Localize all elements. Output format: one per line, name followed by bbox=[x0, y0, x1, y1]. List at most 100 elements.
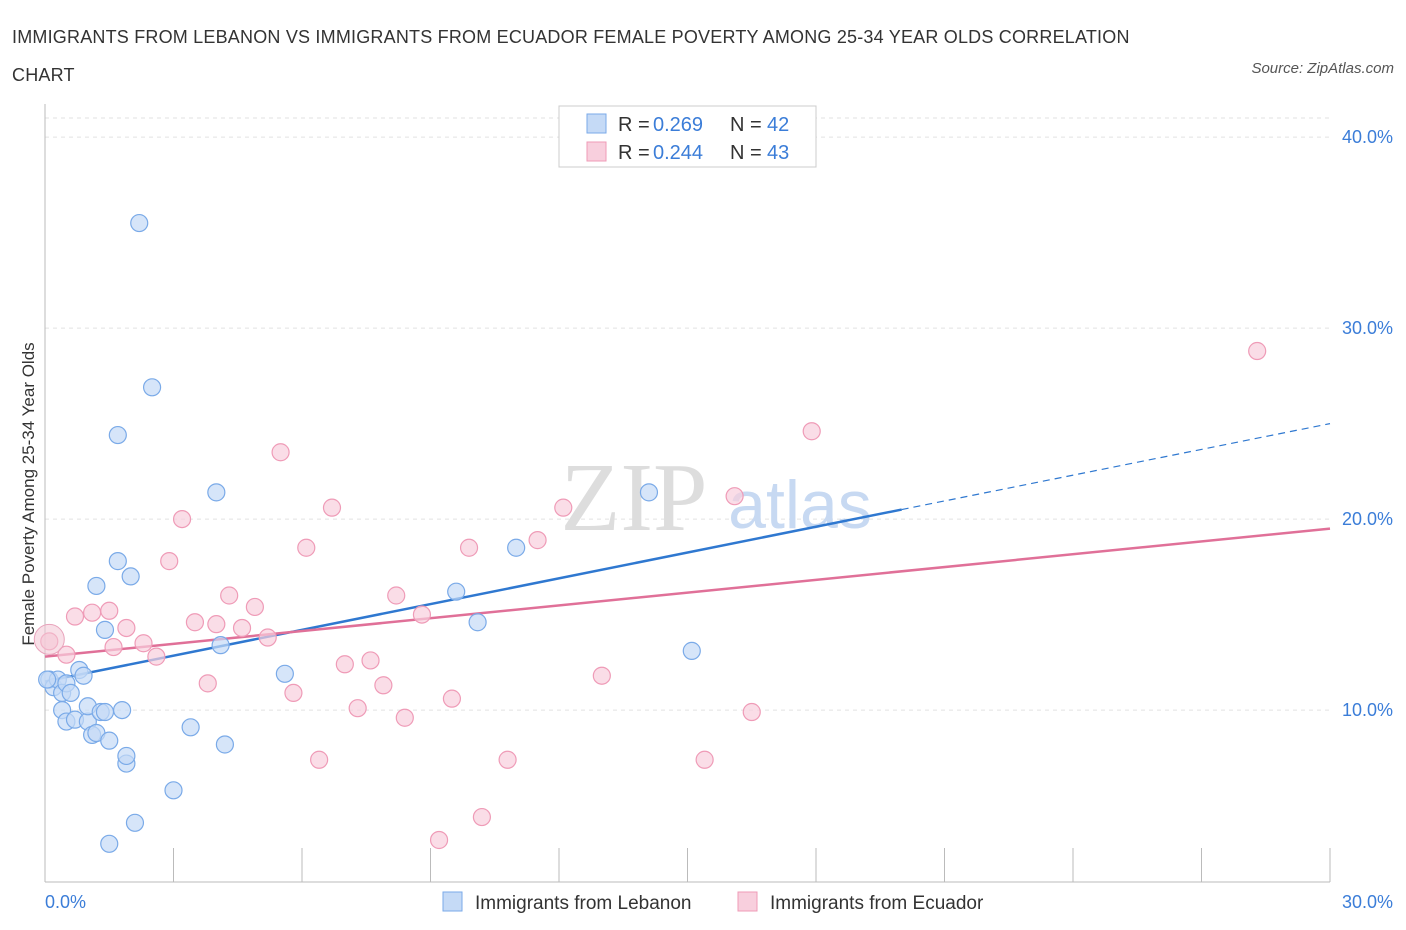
point-ecuador-30 bbox=[429, 830, 449, 850]
point-ecuador-6 bbox=[117, 618, 136, 638]
legend-swatch-ecuador bbox=[586, 141, 607, 162]
x-tick-label-0: 0.0% bbox=[45, 892, 86, 912]
series-legend-swatch-lebanon bbox=[442, 891, 463, 912]
point-ecuador-13 bbox=[207, 615, 226, 634]
point-ecuador-24 bbox=[348, 699, 367, 718]
point-ecuador-7 bbox=[134, 634, 153, 653]
point-ecuador-32 bbox=[459, 538, 479, 557]
legend-swatch-lebanon bbox=[586, 113, 607, 134]
point-ecuador-27 bbox=[387, 586, 406, 605]
point-ecuador-11 bbox=[185, 613, 205, 632]
point-lebanon-21 bbox=[108, 425, 127, 445]
y-tick-label-2: 30.0% bbox=[1342, 318, 1393, 338]
point-lebanon-30 bbox=[164, 781, 183, 800]
y-tick-label-1: 20.0% bbox=[1342, 509, 1393, 529]
point-lebanon-15 bbox=[87, 576, 106, 596]
point-lebanon-31 bbox=[181, 718, 200, 737]
point-lebanon-41 bbox=[38, 670, 57, 689]
point-ecuador-41 bbox=[802, 422, 821, 441]
point-ecuador-4 bbox=[100, 601, 119, 620]
legend-r-label-2: R = bbox=[618, 142, 650, 164]
series-legend: Immigrants from Lebanon Immigrants from … bbox=[442, 891, 984, 914]
point-ecuador-18 bbox=[271, 443, 290, 462]
point-ecuador-10 bbox=[172, 509, 192, 529]
point-ecuador-39 bbox=[725, 487, 744, 506]
point-lebanon-23 bbox=[112, 700, 132, 720]
watermark: ZIP atlas bbox=[561, 444, 872, 552]
trend-line-lebanon bbox=[44, 508, 902, 683]
point-ecuador-37 bbox=[592, 666, 611, 685]
watermark-zip: ZIP bbox=[561, 444, 708, 552]
point-lebanon-37 bbox=[468, 613, 487, 632]
point-ecuador-15 bbox=[232, 618, 252, 638]
point-ecuador-25 bbox=[361, 651, 380, 670]
legend-n-value-2: 43 bbox=[767, 142, 789, 164]
point-lebanon-17 bbox=[95, 702, 115, 722]
y-axis-label: Female Poverty Among 25-34 Year Olds bbox=[19, 342, 38, 645]
point-lebanon-38 bbox=[507, 538, 526, 557]
point-lebanon-20 bbox=[100, 834, 119, 853]
point-ecuador-23 bbox=[335, 655, 354, 674]
y-tick-label-3: 40.0% bbox=[1342, 127, 1393, 147]
point-ecuador-42 bbox=[1248, 341, 1267, 361]
point-lebanon-34 bbox=[215, 735, 234, 754]
point-lebanon-29 bbox=[142, 378, 162, 397]
legend-r-label-1: R = bbox=[618, 114, 650, 136]
point-ecuador-29 bbox=[412, 605, 432, 624]
chart-title: IMMIGRANTS FROM LEBANON VS IMMIGRANTS FR… bbox=[12, 27, 1130, 85]
point-lebanon-22 bbox=[108, 552, 127, 571]
point-lebanon-26 bbox=[121, 567, 140, 586]
point-ecuador-22 bbox=[322, 498, 342, 517]
legend-r-value-1: 0.269 bbox=[653, 114, 703, 136]
data-points bbox=[33, 213, 1267, 853]
point-ecuador-31 bbox=[442, 689, 462, 708]
axes bbox=[44, 104, 1331, 883]
x-tick-label-1: 30.0% bbox=[1342, 892, 1393, 912]
series-legend-swatch-ecuador bbox=[737, 891, 758, 912]
point-lebanon-28 bbox=[130, 213, 149, 233]
point-ecuador-35 bbox=[528, 531, 547, 550]
watermark-atlas: atlas bbox=[728, 467, 872, 543]
legend-n-value-1: 42 bbox=[767, 114, 789, 136]
point-ecuador-40 bbox=[742, 702, 761, 722]
series-legend-label-ecuador: Immigrants from Ecuador bbox=[770, 893, 984, 914]
point-ecuador-12 bbox=[198, 674, 217, 693]
point-ecuador-20 bbox=[297, 538, 316, 557]
point-lebanon-35 bbox=[275, 664, 294, 683]
point-lebanon-33 bbox=[211, 636, 230, 655]
point-ecuador-21 bbox=[310, 750, 329, 769]
source-credit: Source: ZipAtlas.com bbox=[1251, 60, 1394, 77]
point-lebanon-27 bbox=[125, 813, 145, 832]
point-lebanon-10 bbox=[74, 666, 93, 685]
point-lebanon-7 bbox=[61, 683, 80, 703]
point-ecuador-5 bbox=[104, 637, 123, 657]
stats-legend: R = 0.269 N = 42 R = 0.244 N = 43 bbox=[558, 105, 817, 168]
point-ecuador-36 bbox=[554, 498, 573, 517]
point-ecuador-9 bbox=[160, 552, 179, 571]
point-lebanon-19 bbox=[100, 731, 119, 750]
trend-line-lebanon-extension bbox=[901, 423, 1331, 511]
point-ecuador-19 bbox=[284, 683, 303, 703]
tick-labels: 10.0% 20.0% 30.0% 40.0% 0.0% 30.0% bbox=[45, 127, 1393, 912]
point-lebanon-36 bbox=[447, 582, 466, 601]
point-lebanon-39 bbox=[639, 483, 659, 502]
point-ecuador-28 bbox=[395, 708, 414, 727]
legend-r-value-2: 0.244 bbox=[653, 142, 703, 164]
point-lebanon-18 bbox=[95, 620, 115, 639]
point-ecuador-1 bbox=[57, 645, 76, 664]
legend-n-label-2: N = bbox=[730, 142, 762, 164]
point-ecuador-33 bbox=[472, 807, 491, 827]
legend-n-label-1: N = bbox=[730, 114, 762, 136]
point-lebanon-25 bbox=[117, 746, 136, 766]
point-cluster-origin bbox=[33, 623, 65, 655]
point-ecuador-3 bbox=[83, 603, 102, 622]
point-ecuador-17 bbox=[258, 628, 277, 647]
point-ecuador-38 bbox=[695, 750, 714, 769]
point-ecuador-8 bbox=[147, 647, 166, 666]
point-ecuador-26 bbox=[374, 676, 393, 695]
point-ecuador-16 bbox=[245, 597, 264, 617]
y-tick-label-0: 10.0% bbox=[1342, 700, 1393, 720]
point-lebanon-40 bbox=[682, 641, 701, 660]
point-lebanon-32 bbox=[207, 483, 226, 502]
